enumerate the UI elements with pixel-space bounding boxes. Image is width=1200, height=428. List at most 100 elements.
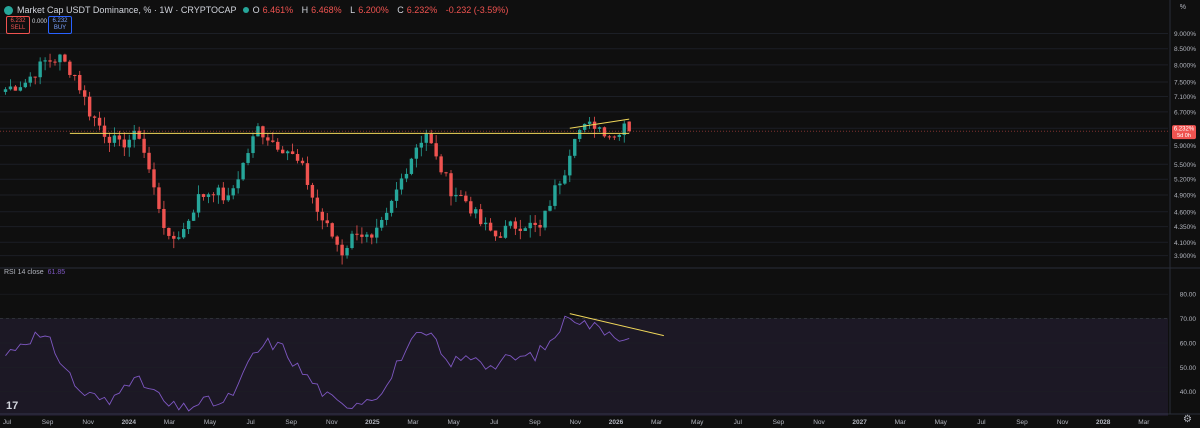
candle-body (444, 172, 448, 174)
candle-body (439, 156, 443, 173)
price-tick-label: 3.900% (1174, 253, 1196, 260)
time-axis-label: Nov (570, 419, 582, 426)
candle-body (384, 212, 389, 220)
candle-body (196, 194, 201, 213)
candle-body (464, 195, 468, 202)
scale-unit-label[interactable]: % (1179, 4, 1186, 11)
candle-body (597, 127, 602, 129)
candle-body (404, 173, 409, 179)
ohlc-change: -0.232 (-3.59%) (445, 5, 509, 15)
candle-body (394, 189, 399, 201)
candle-body (483, 222, 488, 225)
candle-body (172, 235, 176, 239)
symbol-title[interactable]: Market Cap USDT Dominance, % · 1W · CRYP… (17, 5, 237, 15)
candle-body (87, 96, 92, 117)
last-price-badge (1172, 125, 1196, 140)
price-tick-label: 8.500% (1174, 46, 1196, 53)
candle-body (563, 175, 567, 184)
candle-body (48, 60, 52, 62)
candle-body (271, 140, 275, 142)
candle-body (256, 126, 260, 137)
candle-body (627, 121, 631, 132)
rsi-legend[interactable]: RSI 14 close 61.85 (4, 269, 65, 276)
candle-body (117, 135, 122, 140)
time-axis-label: Sep (285, 419, 297, 426)
time-axis-label: Jul (246, 419, 255, 426)
candle-body (548, 205, 552, 211)
candle-body (53, 61, 57, 63)
candle-body (216, 187, 221, 196)
rsi-tick-label: 40.00 (1180, 389, 1197, 396)
candle-body (493, 230, 498, 237)
candle-body (558, 183, 562, 186)
candle-body (78, 74, 82, 91)
candle-body (241, 162, 245, 180)
time-axis-label: Nov (813, 419, 825, 426)
ohlc-high: 6.468% (311, 5, 342, 15)
market-status-icon (242, 7, 249, 13)
candles-group (3, 53, 631, 265)
ohlc-close: 6.232% (406, 5, 438, 15)
candle-body (419, 142, 423, 148)
candle-body (68, 61, 72, 75)
settings-gear-icon[interactable]: ⚙ (1183, 414, 1192, 425)
sell-label: SELL (10, 25, 26, 31)
candle-body (157, 187, 161, 209)
candle-body (409, 158, 414, 174)
candle-body (142, 138, 146, 153)
candle-body (127, 139, 131, 148)
candle-body (592, 121, 597, 129)
candle-body (568, 155, 572, 176)
buy-button[interactable]: 6.232 BUY (48, 16, 72, 34)
price-tick-label: 4.600% (1174, 209, 1196, 216)
last-price-badge-price: 6.232% (1174, 127, 1195, 133)
candle-body (201, 194, 206, 197)
time-axis-label: May (447, 419, 460, 426)
rsi-trend-line (569, 313, 664, 337)
tether-symbol-icon (4, 5, 13, 15)
candle-body (305, 163, 310, 185)
candle-body (191, 212, 196, 221)
candle-body (23, 82, 27, 88)
candle-body (607, 136, 612, 138)
candle-body (43, 60, 47, 62)
time-axis-label: May (691, 419, 704, 426)
candle-body (582, 123, 587, 130)
price-tick-label: 5.200% (1174, 177, 1196, 184)
candle-body (389, 200, 394, 213)
ohlc-high-key: H (301, 5, 309, 15)
time-axis-label: Jul (3, 419, 12, 426)
spread-value: 0.000 (32, 19, 48, 25)
ohlc-close-key: C (397, 5, 404, 15)
candle-body (434, 143, 438, 157)
time-axis-label: Sep (529, 419, 541, 426)
candle-body (83, 90, 87, 97)
ohlc-low-key: L (350, 5, 356, 15)
price-tick-label: 7.500% (1174, 79, 1196, 86)
sell-button[interactable]: 6.232 SELL (6, 16, 30, 34)
candle-body (107, 136, 112, 143)
time-axis-label: May (204, 419, 217, 426)
candle-body (246, 153, 250, 163)
candle-body (414, 147, 419, 159)
time-axis-label: Jul (977, 419, 986, 426)
rsi-tick-label: 50.00 (1180, 365, 1197, 372)
candle-body (182, 229, 186, 238)
candle-body (424, 133, 428, 143)
price-tick-label: 4.350% (1174, 224, 1196, 231)
candle-body (147, 152, 151, 170)
candle-body (612, 136, 617, 138)
candle-body (325, 220, 329, 224)
candle-body (320, 211, 324, 221)
candle-body (315, 197, 320, 212)
time-axis-label: Mar (1138, 419, 1150, 426)
ohlc-low: 6.200% (358, 5, 389, 15)
candle-body (177, 237, 181, 239)
candle-body (206, 194, 211, 197)
buy-price: 6.232 (52, 18, 68, 24)
tradingview-logo-icon[interactable]: 17 (6, 400, 19, 412)
last-price-badge-countdown: 5d 0h (1177, 133, 1191, 139)
price-tick-label: 5.900% (1174, 143, 1196, 150)
candle-body (578, 129, 582, 139)
